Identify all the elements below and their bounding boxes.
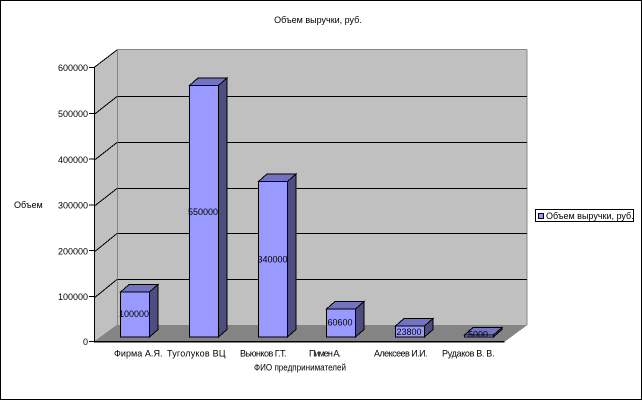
- svg-text:Алексеев И.И.: Алексеев И.И.: [374, 349, 428, 359]
- svg-text:Пимен А.: Пимен А.: [309, 349, 341, 359]
- svg-text:200000: 200000: [58, 246, 88, 256]
- svg-text:340000: 340000: [257, 255, 287, 265]
- svg-text:100000: 100000: [58, 292, 88, 302]
- svg-text:Фирма А.Я.: Фирма А.Я.: [114, 349, 163, 359]
- svg-text:Вьюнков Г.Т.: Вьюнков Г.Т.: [240, 349, 287, 359]
- svg-text:300000: 300000: [58, 201, 88, 211]
- svg-text:400000: 400000: [58, 155, 88, 165]
- svg-text:Объем выручки, руб.: Объем выручки, руб.: [546, 211, 634, 221]
- svg-text:60600: 60600: [327, 318, 352, 328]
- svg-text:Объем: Объем: [14, 200, 43, 210]
- svg-text:Туголуков ВЦ: Туголуков ВЦ: [167, 349, 226, 359]
- svg-text:5000: 5000: [468, 330, 488, 340]
- svg-text:23800: 23800: [396, 327, 421, 337]
- svg-text:550000: 550000: [188, 207, 218, 217]
- svg-text:100000: 100000: [119, 309, 149, 319]
- svg-text:0: 0: [83, 337, 88, 347]
- svg-text:600000: 600000: [58, 63, 88, 73]
- svg-text:Рудаков В. В.: Рудаков В. В.: [442, 349, 495, 359]
- svg-text:500000: 500000: [58, 109, 88, 119]
- svg-text:Объем выручки, руб.: Объем выручки, руб.: [274, 15, 362, 25]
- svg-text:ФИО предпринимателей: ФИО предпринимателей: [254, 363, 346, 373]
